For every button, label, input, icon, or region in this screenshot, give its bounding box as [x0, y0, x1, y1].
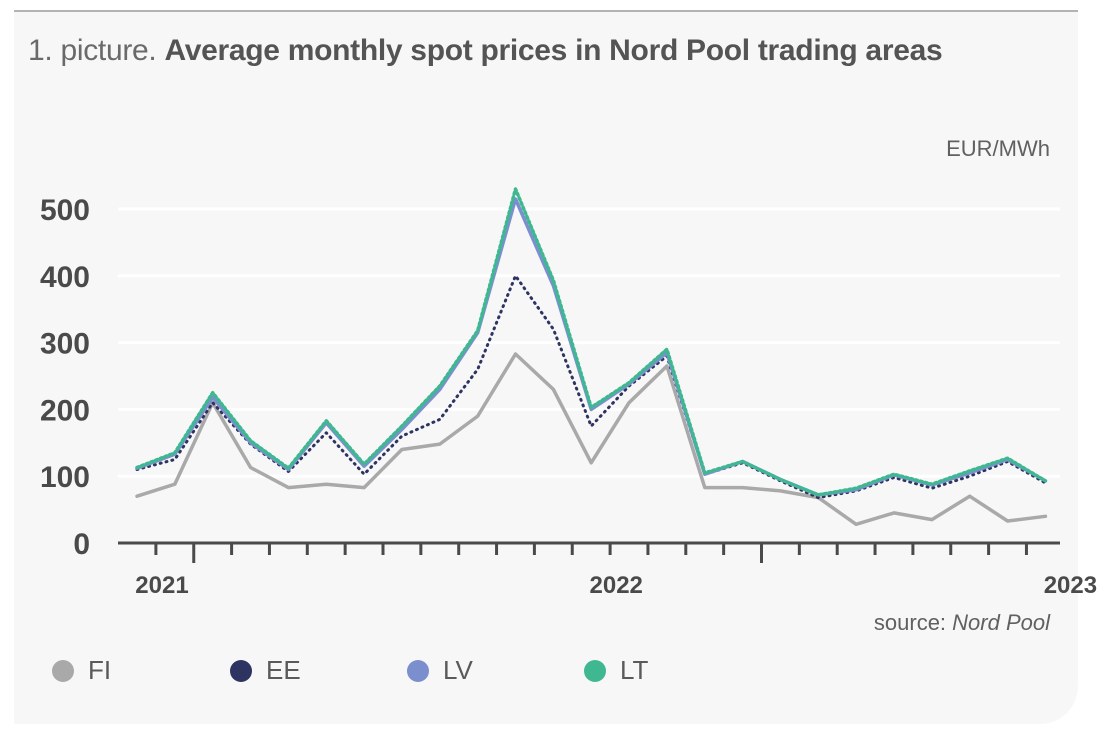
y-tick-label: 500 — [40, 194, 90, 227]
legend-label: FI — [88, 655, 112, 685]
source-label: source: — [874, 610, 952, 635]
source-name: Nord Pool — [952, 610, 1051, 635]
series-line-lt — [135, 187, 1048, 497]
y-tick-label: 0 — [73, 528, 90, 561]
legend-item-ee: EE — [230, 655, 301, 686]
title-prefix: 1. picture. — [28, 34, 157, 67]
legend-label: LT — [620, 655, 649, 685]
legend-label: EE — [266, 655, 301, 685]
legend-swatch — [407, 659, 429, 682]
series-line-lv — [135, 197, 1048, 497]
legend-swatch — [52, 659, 74, 682]
grid-lines — [118, 207, 1060, 478]
legend-item-fi: FI — [52, 655, 111, 686]
legend-swatch — [584, 659, 606, 682]
x-year-label: 2023 — [1044, 572, 1097, 599]
x-axis-ticks — [154, 543, 1028, 563]
x-year-label: 2021 — [135, 572, 188, 599]
y-tick-label: 300 — [40, 328, 90, 361]
legend-item-lv: LV — [407, 655, 473, 686]
title-main: Average monthly spot prices in Nord Pool… — [164, 34, 943, 67]
series-line-ee — [135, 274, 1047, 500]
series-lines — [135, 187, 1048, 527]
x-year-labels: 2021 2022 2023 — [135, 572, 1097, 599]
y-tick-label: 200 — [40, 394, 90, 427]
y-tick-label: 100 — [40, 461, 90, 494]
source-note: source: Nord Pool — [874, 610, 1051, 635]
chart-panel — [14, 10, 1078, 724]
y-axis-unit-label: EUR/MWh — [946, 136, 1050, 161]
y-tick-labels: 0 100 200 300 400 500 — [40, 194, 90, 561]
legend-item-lt: LT — [584, 655, 648, 686]
y-tick-label: 400 — [40, 261, 90, 294]
series-line-fi — [135, 352, 1048, 527]
chart-title: 1. picture. Average monthly spot prices … — [28, 34, 943, 68]
legend-label: LV — [443, 655, 473, 685]
legend-swatch — [230, 659, 252, 682]
x-year-label: 2022 — [590, 572, 643, 599]
